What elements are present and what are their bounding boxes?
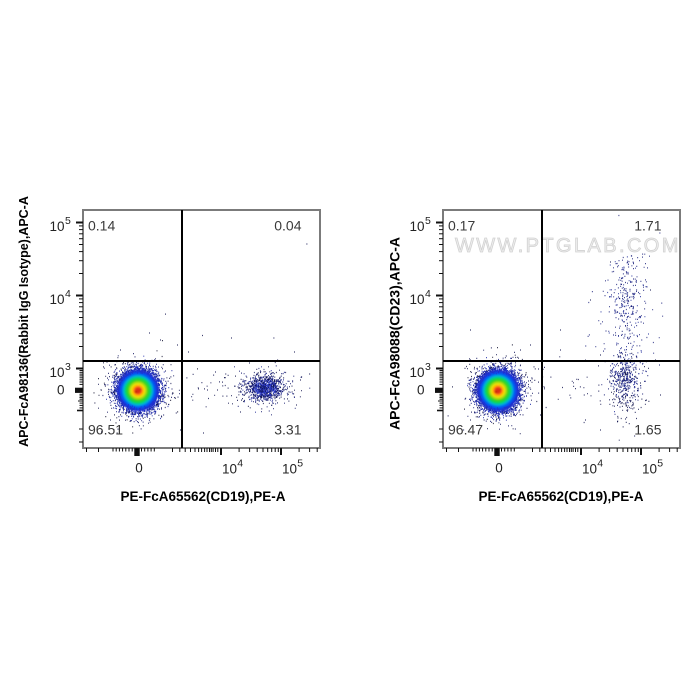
svg-text:0: 0 <box>495 461 503 476</box>
svg-text:96.51: 96.51 <box>88 422 123 438</box>
svg-text:4: 4 <box>65 288 71 300</box>
svg-text:0: 0 <box>135 461 143 476</box>
svg-text:5: 5 <box>657 458 663 470</box>
svg-text:10: 10 <box>409 219 424 234</box>
svg-text:5: 5 <box>425 215 431 227</box>
svg-text:0.17: 0.17 <box>448 218 475 234</box>
svg-text:3.31: 3.31 <box>274 422 301 438</box>
svg-text:10: 10 <box>409 365 424 380</box>
svg-text:PE-FcA65562(CD19),PE-A: PE-FcA65562(CD19),PE-A <box>478 489 643 504</box>
svg-text:10: 10 <box>222 462 237 477</box>
svg-text:10: 10 <box>582 462 597 477</box>
svg-text:96.47: 96.47 <box>448 422 483 438</box>
svg-text:10: 10 <box>49 365 64 380</box>
svg-text:10: 10 <box>49 292 64 307</box>
svg-text:APC-FcA98088(CD23),APC-A: APC-FcA98088(CD23),APC-A <box>387 237 403 430</box>
svg-text:0.14: 0.14 <box>88 218 115 234</box>
svg-text:4: 4 <box>425 288 431 300</box>
svg-text:APC-FcA98136(Rabbit IgG Isotyp: APC-FcA98136(Rabbit IgG Isotype),APC-A <box>17 196 31 447</box>
svg-text:10: 10 <box>409 292 424 307</box>
svg-text:1.71: 1.71 <box>634 218 661 234</box>
svg-text:1.65: 1.65 <box>634 422 661 438</box>
svg-text:WWW.PTGLAB.COM: WWW.PTGLAB.COM <box>455 235 681 257</box>
svg-text:PE-FcA65562(CD19),PE-A: PE-FcA65562(CD19),PE-A <box>120 489 285 504</box>
svg-text:10: 10 <box>282 462 297 477</box>
svg-text:4: 4 <box>237 458 243 470</box>
svg-text:4: 4 <box>597 458 603 470</box>
svg-text:0: 0 <box>417 382 425 397</box>
svg-text:3: 3 <box>425 361 431 373</box>
svg-text:3: 3 <box>65 361 71 373</box>
svg-text:5: 5 <box>297 458 303 470</box>
svg-text:0: 0 <box>57 382 65 397</box>
svg-text:0.04: 0.04 <box>274 218 301 234</box>
svg-text:5: 5 <box>65 215 71 227</box>
svg-text:10: 10 <box>642 462 657 477</box>
svg-text:10: 10 <box>49 219 64 234</box>
